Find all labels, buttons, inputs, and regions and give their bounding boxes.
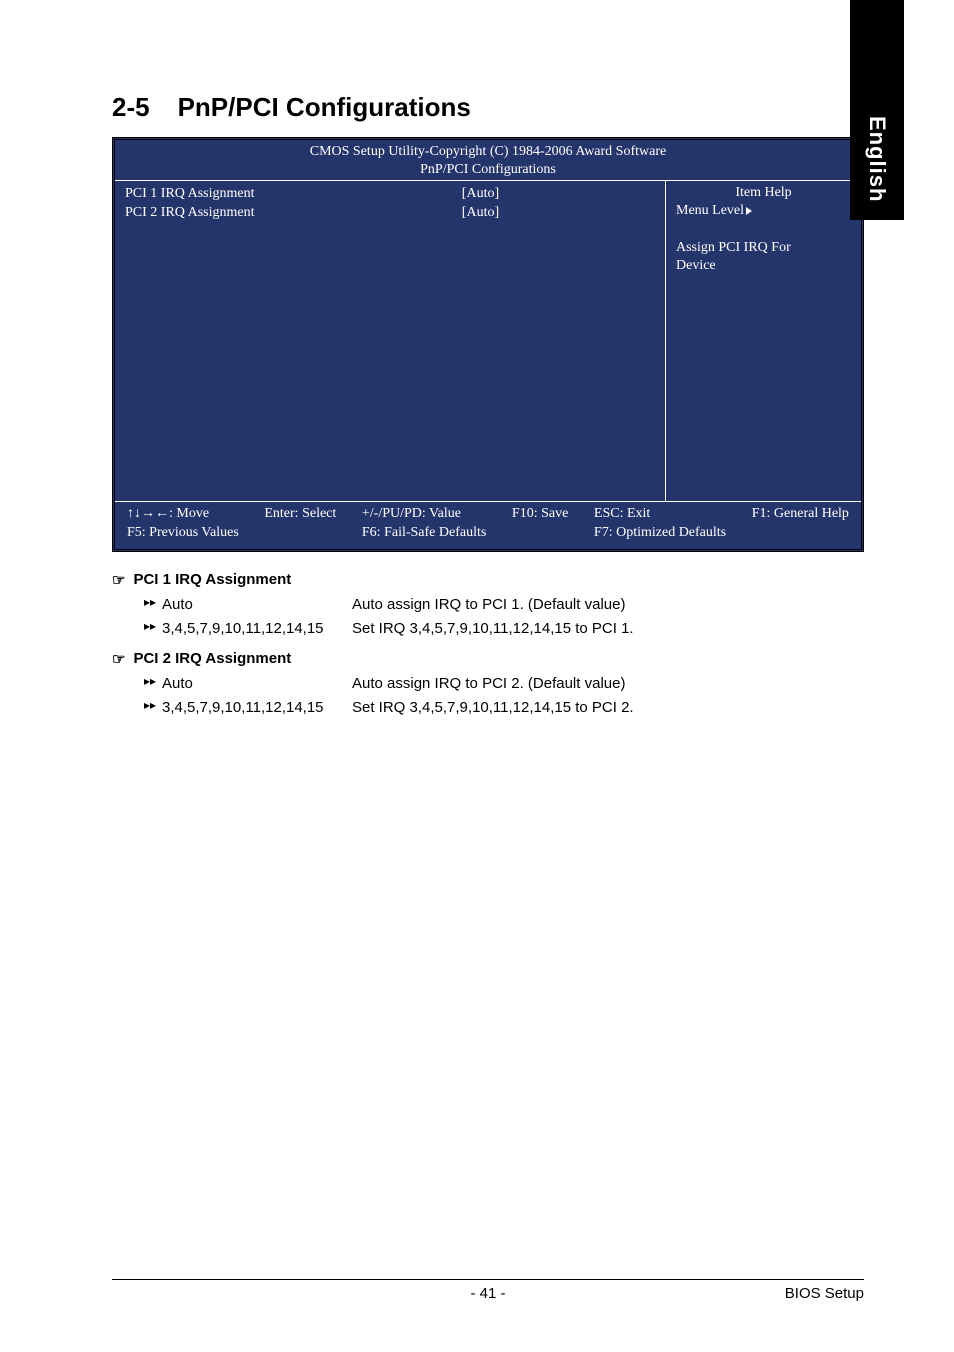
side-language-label: English [864,116,890,202]
footer-key-move: ↑↓→←: Move [127,505,239,524]
footer-key-enter: Enter: Select [264,505,336,524]
option-row: ▸▸ Auto Auto assign IRQ to PCI 1. (Defau… [112,593,864,616]
page-content: 2-5 PnP/PCI Configurations CMOS Setup Ut… [0,0,954,770]
option-row: ▸▸ 3,4,5,7,9,10,11,12,14,15 Set IRQ 3,4,… [112,696,864,719]
item-help-title: Item Help [676,185,851,201]
triangle-right-icon [746,207,752,215]
pointing-hand-icon: ☞ [112,648,125,671]
side-language-tab: English [850,0,904,220]
footer-key-f6: F6: Fail-Safe Defaults [362,524,486,543]
option-heading: ☞ PCI 2 IRQ Assignment [112,647,864,670]
bios-body: PCI 1 IRQ Assignment PCI 2 IRQ Assignmen… [115,181,861,501]
option-key: 3,4,5,7,9,10,11,12,14,15 [162,617,352,640]
menu-level-label: Menu Level [676,203,744,219]
option-row: ▸▸ Auto Auto assign IRQ to PCI 2. (Defau… [112,672,864,695]
page-footer: - 41 - BIOS Setup [112,1279,864,1302]
help-description: Assign PCI IRQ For Device [676,239,851,275]
footer-key-f10: F10: Save [512,505,568,524]
footer-key-value: +/-/PU/PD: Value [362,505,486,524]
option-title: PCI 1 IRQ Assignment [133,568,291,591]
bios-row-value: [Auto] [462,204,655,223]
section-title: PnP/PCI Configurations [178,92,471,123]
bios-footer-col: F1: General Help [752,505,849,543]
help-desc-line: Device [676,257,851,275]
option-key: Auto [162,672,352,695]
bios-row-label: PCI 2 IRQ Assignment [125,204,422,223]
bios-row-value: [Auto] [462,185,655,204]
bios-footer-col: ESC: Exit F7: Optimized Defaults [594,505,726,543]
bios-footer-col: F10: Save [512,505,568,543]
help-desc-line: Assign PCI IRQ For [676,239,851,257]
option-desc: Set IRQ 3,4,5,7,9,10,11,12,14,15 to PCI … [352,696,864,719]
doc-options: ☞ PCI 1 IRQ Assignment ▸▸ Auto Auto assi… [112,568,864,720]
option-key: 3,4,5,7,9,10,11,12,14,15 [162,696,352,719]
bios-footer-col: Enter: Select [264,505,336,543]
bios-screen: CMOS Setup Utility-Copyright (C) 1984-20… [112,137,864,552]
option-desc: Auto assign IRQ to PCI 1. (Default value… [352,593,864,616]
bios-footer-col: +/-/PU/PD: Value F6: Fail-Safe Defaults [362,505,486,543]
footer-key-f1: F1: General Help [752,505,849,524]
bios-row-label: PCI 1 IRQ Assignment [125,185,422,204]
bios-title-line2: PnP/PCI Configurations [115,161,861,179]
footer-key-f7: F7: Optimized Defaults [594,524,726,543]
bios-settings-pane: PCI 1 IRQ Assignment PCI 2 IRQ Assignmen… [115,181,665,501]
footer-key-esc: ESC: Exit [594,505,726,524]
option-desc: Set IRQ 3,4,5,7,9,10,11,12,14,15 to PCI … [352,617,864,640]
bios-help-pane: Item Help Menu Level Assign PCI IRQ For … [665,181,861,501]
double-arrow-icon: ▸▸ [144,593,162,616]
option-row: ▸▸ 3,4,5,7,9,10,11,12,14,15 Set IRQ 3,4,… [112,617,864,640]
bios-title-line1: CMOS Setup Utility-Copyright (C) 1984-20… [115,143,861,161]
page-number: - 41 - [112,1285,864,1302]
double-arrow-icon: ▸▸ [144,617,162,640]
option-title: PCI 2 IRQ Assignment [133,647,291,670]
bios-footer-col: ↑↓→←: Move F5: Previous Values [127,505,239,543]
option-key: Auto [162,593,352,616]
option-heading: ☞ PCI 1 IRQ Assignment [112,568,864,591]
double-arrow-icon: ▸▸ [144,672,162,695]
bios-labels-col: PCI 1 IRQ Assignment PCI 2 IRQ Assignmen… [125,185,422,497]
option-desc: Auto assign IRQ to PCI 2. (Default value… [352,672,864,695]
bios-footer: ↑↓→←: Move F5: Previous Values Enter: Se… [115,501,861,549]
menu-level: Menu Level [676,203,851,223]
section-heading: 2-5 PnP/PCI Configurations [112,92,864,123]
section-number: 2-5 [112,92,150,123]
bios-titlebar: CMOS Setup Utility-Copyright (C) 1984-20… [115,140,861,181]
pointing-hand-icon: ☞ [112,569,125,592]
double-arrow-icon: ▸▸ [144,696,162,719]
bios-values-col: [Auto] [Auto] [422,185,655,497]
footer-key-f5: F5: Previous Values [127,524,239,543]
